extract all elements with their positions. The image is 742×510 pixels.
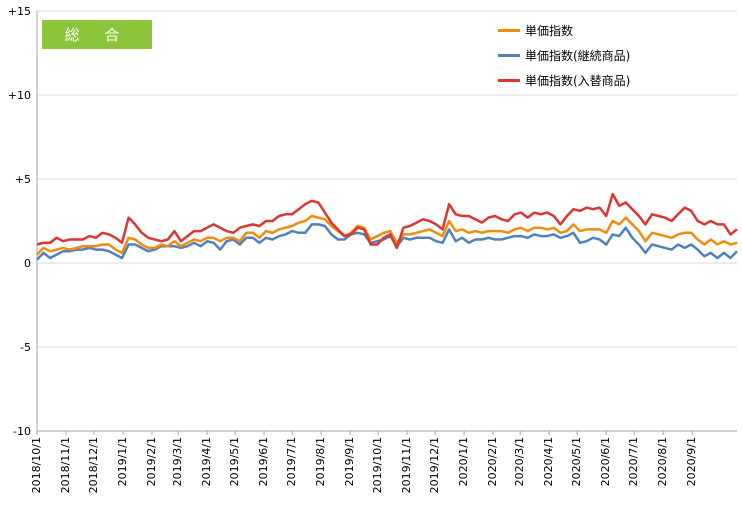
x-tick-label: 2020/2/1 — [486, 437, 499, 486]
y-tick-label: 0 — [24, 257, 31, 270]
x-tick-label: 2020/8/1 — [656, 437, 669, 486]
x-tick-label: 2019/8/1 — [314, 437, 327, 486]
category-badge: 総 合 — [42, 20, 152, 49]
x-tick-label: 2019/7/1 — [285, 437, 298, 486]
legend-item-continuing: 単価指数(継続商品) — [498, 43, 630, 68]
chart-legend: 単価指数 単価指数(継続商品) 単価指数(入替商品) — [498, 18, 630, 93]
y-tick-label: +5 — [15, 173, 31, 186]
legend-item-replaced: 単価指数(入替商品) — [498, 68, 630, 93]
x-tick-label: 2019/3/1 — [171, 437, 184, 486]
legend-swatch-unit-price — [498, 29, 520, 32]
series-line-unit-price — [36, 214, 738, 256]
series-line-replaced — [36, 192, 738, 250]
y-tick-label: +15 — [8, 5, 31, 18]
x-tick-label: 2019/6/1 — [257, 437, 270, 486]
x-tick-label: 2018/12/1 — [87, 437, 100, 493]
x-tick-label: 2020/4/1 — [542, 437, 555, 486]
x-tick-label: 2018/10/1 — [30, 437, 43, 493]
y-tick-label: -10 — [13, 425, 31, 438]
legend-label-unit-price: 単価指数 — [525, 24, 574, 38]
legend-item-unit-price: 単価指数 — [498, 18, 630, 43]
x-tick-label: 2019/9/1 — [343, 437, 356, 486]
legend-swatch-replaced — [498, 79, 520, 82]
series-lines — [36, 192, 738, 261]
x-tick-label: 2020/5/1 — [570, 437, 583, 486]
x-tick-label: 2020/9/1 — [685, 437, 698, 486]
y-tick-label: -5 — [20, 341, 31, 354]
x-tick-label: 2020/7/1 — [627, 437, 640, 486]
x-tick-label: 2019/1/1 — [116, 437, 129, 486]
x-tick-label: 2019/4/1 — [200, 437, 213, 486]
x-tick-label: 2019/5/1 — [228, 437, 241, 486]
x-tick-label: 2019/2/1 — [145, 437, 158, 486]
legend-label-replaced: 単価指数(入替商品) — [525, 74, 631, 88]
legend-swatch-continuing — [498, 54, 520, 57]
x-tick-label: 2018/11/1 — [59, 437, 72, 493]
x-axis: 2018/10/1 2018/11/1 2018/12/1 2019/1/1 2019/… — [30, 430, 737, 493]
chart-grid — [37, 10, 737, 432]
x-tick-label: 2019/11/1 — [400, 437, 413, 493]
series-line-continuing — [36, 223, 738, 261]
x-tick-label: 2019/12/1 — [428, 437, 441, 493]
legend-label-continuing: 単価指数(継続商品) — [525, 49, 631, 63]
x-tick-label: 2019/10/1 — [371, 437, 384, 493]
x-tick-label: 2020/6/1 — [599, 437, 612, 486]
y-axis: +15 +10 +5 0 -5 -10 — [8, 5, 38, 438]
x-tick-label: 2020/1/1 — [457, 437, 470, 486]
x-tick-label: 2020/3/1 — [513, 437, 526, 486]
y-tick-label: +10 — [8, 89, 31, 102]
